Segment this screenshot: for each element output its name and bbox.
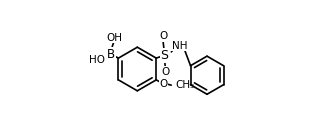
Text: O: O — [161, 67, 169, 77]
Text: S: S — [161, 49, 168, 62]
Text: B: B — [107, 48, 115, 61]
Text: OH: OH — [106, 33, 122, 43]
Text: NH: NH — [172, 41, 187, 51]
Text: O: O — [159, 31, 167, 41]
Text: O: O — [160, 79, 168, 89]
Text: HO: HO — [89, 55, 105, 65]
Text: CH₃: CH₃ — [175, 80, 194, 90]
